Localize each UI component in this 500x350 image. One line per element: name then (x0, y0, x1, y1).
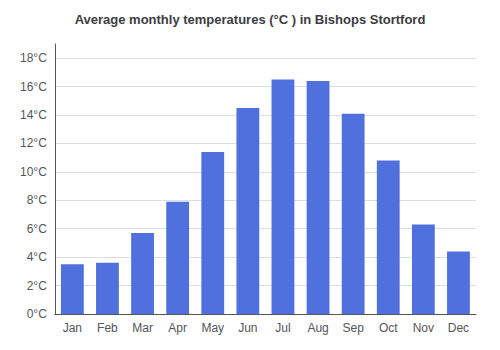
svg-text:Sep: Sep (342, 321, 364, 335)
svg-text:Apr: Apr (168, 321, 187, 335)
svg-text:Aug: Aug (307, 321, 328, 335)
svg-text:14°C: 14°C (20, 108, 47, 122)
svg-text:16°C: 16°C (20, 80, 47, 94)
svg-text:6°C: 6°C (27, 222, 47, 236)
svg-text:Jul: Jul (275, 321, 290, 335)
svg-text:Dec: Dec (448, 321, 469, 335)
svg-text:May: May (201, 321, 224, 335)
svg-text:18°C: 18°C (20, 51, 47, 65)
svg-text:4°C: 4°C (27, 250, 47, 264)
svg-text:12°C: 12°C (20, 136, 47, 150)
svg-text:10°C: 10°C (20, 165, 47, 179)
svg-text:8°C: 8°C (27, 193, 47, 207)
svg-text:Jun: Jun (238, 321, 257, 335)
svg-text:0°C: 0°C (27, 307, 47, 321)
svg-text:2°C: 2°C (27, 279, 47, 293)
svg-text:Average monthly temperatures (: Average monthly temperatures (°C ) in Bi… (75, 12, 426, 27)
svg-text:Oct: Oct (379, 321, 398, 335)
svg-text:Feb: Feb (97, 321, 118, 335)
svg-text:Mar: Mar (132, 321, 153, 335)
svg-text:Nov: Nov (413, 321, 434, 335)
svg-text:Jan: Jan (63, 321, 82, 335)
